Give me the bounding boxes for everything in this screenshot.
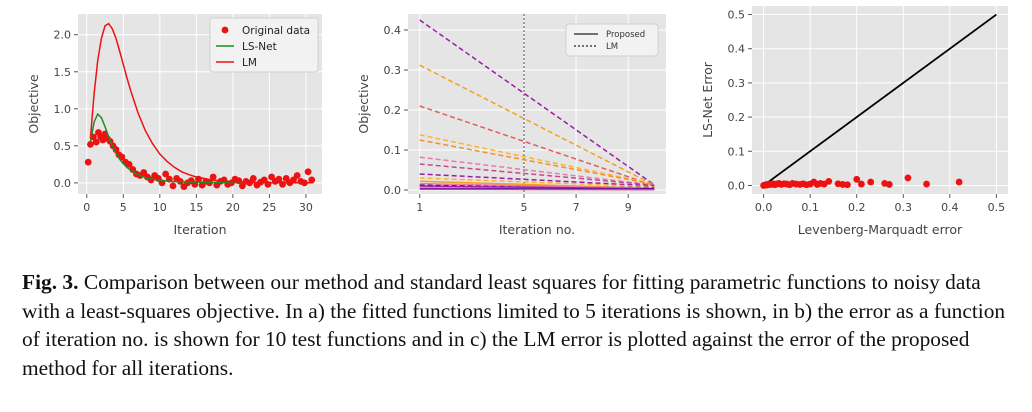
caption-text: Comparison between our method and standa…	[22, 270, 1006, 380]
x-tick-label: 0	[83, 201, 90, 214]
series-line	[419, 105, 655, 187]
y-tick-label: 0.3	[384, 64, 402, 77]
x-axis-label: Iteration	[173, 222, 226, 237]
data-point	[249, 175, 257, 182]
data-point	[209, 173, 217, 181]
data-layer	[84, 22, 316, 190]
x-tick-label: 0.4	[941, 201, 959, 214]
x-tick-label: 0.3	[895, 201, 913, 214]
x-tick-label: 20	[226, 201, 240, 214]
x-tick-label: 10	[153, 201, 167, 214]
data-point	[867, 178, 875, 186]
legend-label: Proposed	[606, 30, 645, 40]
data-point	[304, 168, 312, 176]
data-point	[904, 174, 912, 182]
series-line	[419, 177, 655, 188]
x-tick-label: 15	[189, 201, 203, 214]
y-tick-label: 0.2	[728, 111, 746, 124]
series-line	[89, 112, 314, 184]
series-line	[419, 163, 655, 186]
y-tick-label: 0.0	[384, 184, 402, 197]
y-tick-label: 0.5	[728, 9, 746, 22]
chart-2: 1 5 7 9 0.0 0.1 0.2 0.3 0.4 Iteration no. Objectiv…	[356, 14, 666, 237]
data-layer	[419, 14, 655, 194]
y-tick-label: 0.3	[728, 77, 746, 90]
y-tick-label: 0.4	[728, 43, 746, 56]
data-point	[885, 181, 893, 188]
y-tick-label: 0.2	[384, 104, 402, 117]
chart-1: 0 5 10 15 20 25 30 0.0 0.5 1.0 1.5 2.0 Iteration Obje…	[26, 14, 322, 237]
data-point	[844, 181, 851, 189]
data-point	[293, 172, 301, 179]
x-tick-label: 30	[299, 201, 313, 214]
y-tick-label: 0.4	[384, 24, 402, 37]
y-tick-label: 0.1	[728, 145, 746, 158]
data-point	[308, 176, 316, 184]
legend-marker	[221, 26, 229, 34]
data-point	[162, 170, 170, 178]
x-tick-label: 0.5	[988, 201, 1006, 214]
x-tick-label: 0.0	[755, 201, 773, 214]
data-point	[275, 175, 283, 183]
x-axis-label: Iteration no.	[499, 222, 575, 237]
y-tick-label: 2.0	[54, 29, 72, 42]
identity-line	[763, 13, 997, 187]
legend-label: LM	[242, 57, 257, 69]
y-tick-label: 1.0	[54, 103, 72, 116]
y-axis-label: LS-Net Error	[700, 61, 715, 138]
series-line	[89, 22, 314, 184]
legend-label: LS-Net	[242, 41, 277, 53]
data-point	[857, 180, 865, 188]
data-point	[853, 175, 861, 183]
x-tick-label: 0.2	[848, 201, 866, 214]
y-tick-label: 0.0	[54, 177, 72, 190]
legend-box	[565, 23, 659, 57]
x-tick-label: 1	[416, 201, 423, 214]
x-tick-label: 7	[573, 201, 580, 214]
figure: 0 5 10 15 20 25 300.00.51.01.52.0IterationObje…	[26, 6, 1008, 237]
series-line	[419, 173, 655, 187]
data-point	[825, 177, 833, 185]
y-tick-label: 1.5	[54, 66, 72, 79]
legend-label: LM	[606, 42, 618, 52]
figure-caption: Fig. 3. Comparison between our method an…	[22, 268, 1012, 382]
data-point	[955, 178, 963, 186]
chart-3: 0.0 0.1 0.2 0.3 0.4 0.5 0.0 0.1 0.2 0.3 0.4 0.5 Leve…	[700, 6, 1008, 237]
y-tick-label: 0.1	[384, 144, 402, 157]
data-point	[125, 160, 133, 168]
series-line	[419, 64, 655, 186]
legend-label: Original data	[242, 25, 310, 37]
x-tick-label: 9	[625, 201, 632, 214]
x-axis-label: Levenberg-Marquadt error	[798, 222, 963, 237]
x-tick-label: 0.1	[801, 201, 819, 214]
y-axis-label: Objective	[26, 74, 41, 134]
data-point	[169, 182, 177, 190]
y-tick-label: 0.0	[728, 179, 746, 192]
data-point	[92, 138, 100, 146]
x-tick-label: 25	[262, 201, 276, 214]
x-tick-label: 5	[120, 201, 127, 214]
data-layer	[760, 13, 997, 189]
data-point	[923, 180, 930, 188]
data-point	[84, 158, 92, 166]
x-tick-label: 5	[520, 201, 527, 214]
data-point	[87, 140, 94, 148]
legend-box	[209, 17, 319, 73]
series-line	[419, 156, 655, 186]
y-tick-label: 0.5	[54, 140, 72, 153]
y-axis-label: Objective	[356, 74, 371, 134]
caption-label: Fig. 3.	[22, 270, 79, 294]
